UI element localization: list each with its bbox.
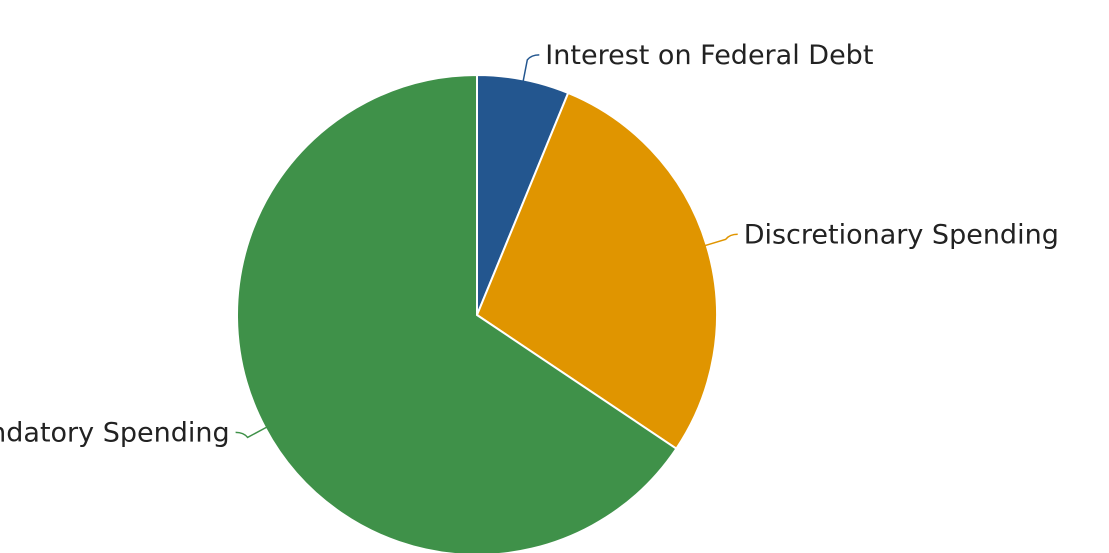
slice-label-discretionary-spending: Discretionary Spending [744, 219, 1059, 250]
leader-line-mandatory-spending [235, 426, 268, 439]
slice-label-interest-on-federal-debt: Interest on Federal Debt [545, 40, 873, 71]
slice-label-mandatory-spending: Mandatory Spending [0, 417, 230, 448]
leader-lines [235, 54, 738, 439]
pie-slices [236, 73, 718, 553]
slice-labels: Interest on Federal Debt Discretionary Sp… [0, 40, 1059, 448]
leader-line-interest-on-federal-debt [522, 54, 540, 82]
leader-line-discretionary-spending [704, 233, 738, 247]
